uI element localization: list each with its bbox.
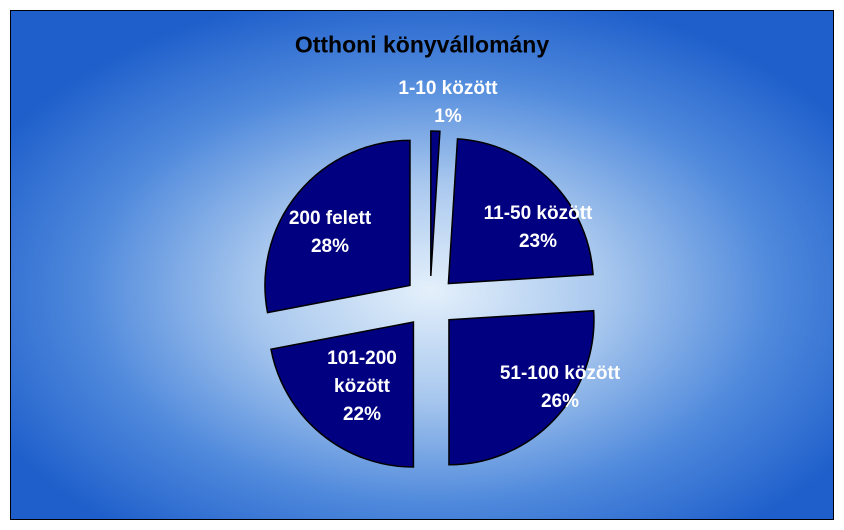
- category-label: 51-100 között: [499, 363, 621, 384]
- chart-area: [10, 10, 834, 520]
- value-label: 1%: [434, 106, 462, 127]
- pie-slice: [270, 321, 415, 468]
- category-label: 1-10 között: [398, 78, 498, 99]
- pie-slice: [430, 130, 441, 277]
- value-label: 26%: [540, 391, 580, 412]
- pie-slice: [264, 139, 411, 314]
- category-label: 11-50 között: [483, 203, 593, 224]
- slice-label: 200 felett 28%: [265, 205, 395, 261]
- chart-title: Otthoni könyvállomány: [294, 31, 550, 58]
- slice-label: 101-200 között 22%: [307, 345, 417, 429]
- value-label: 22%: [342, 404, 382, 425]
- category-label: 101-200 között: [327, 348, 397, 397]
- slice-label: 1-10 között 1%: [368, 75, 528, 131]
- pie-slice: [448, 309, 595, 466]
- value-label: 23%: [518, 231, 558, 252]
- category-label: 200 felett: [288, 208, 372, 229]
- slice-label: 51-100 között 26%: [465, 360, 655, 416]
- value-label: 28%: [310, 236, 350, 257]
- pie-slice: [447, 138, 594, 285]
- slice-label: 11-50 között 23%: [453, 200, 623, 256]
